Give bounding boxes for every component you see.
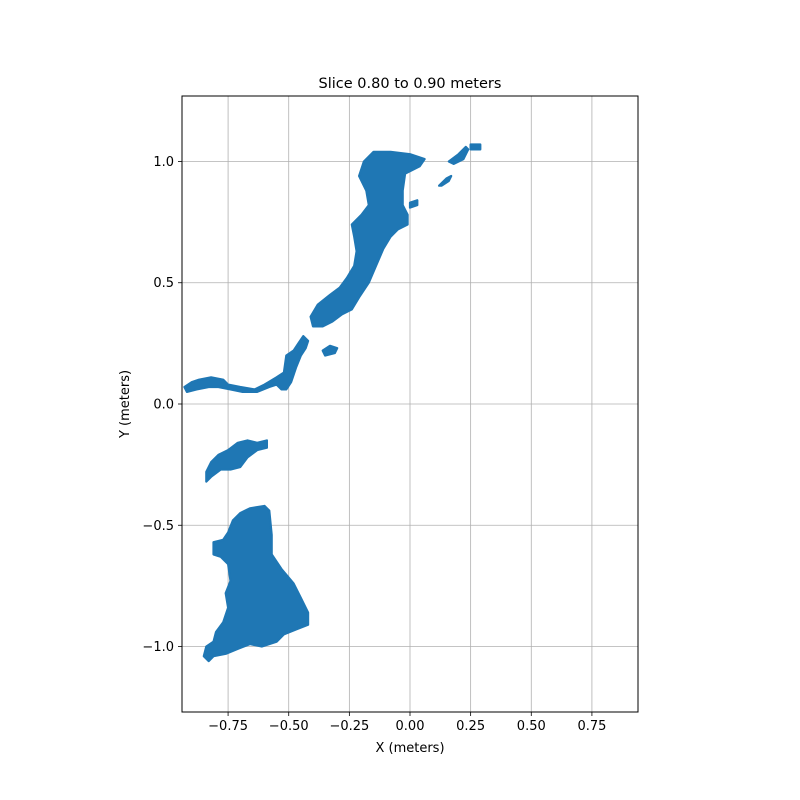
point-cloud-right-piece-1	[438, 174, 453, 187]
point-cloud-small-fleck	[408, 199, 419, 209]
point-cloud-large-lower-blob	[202, 504, 310, 663]
x-tick-label: −0.25	[329, 719, 369, 734]
y-tick-label: −1.0	[142, 640, 174, 655]
y-tick-label: 1.0	[153, 155, 174, 170]
x-tick-label: −0.50	[269, 719, 309, 734]
y-tick-label: 0.0	[153, 398, 174, 413]
chart-title: Slice 0.80 to 0.90 meters	[319, 76, 502, 92]
y-axis: −1.0 −0.5 0.0 0.5 1.0	[142, 155, 182, 655]
x-tick-label: 0.75	[577, 719, 606, 734]
point-cloud-diagonal-band	[309, 150, 426, 328]
y-tick-label: −0.5	[142, 519, 174, 534]
x-tick-label: 0.00	[396, 719, 425, 734]
x-tick-label: 0.25	[456, 719, 485, 734]
y-axis-label: Y (meters)	[118, 370, 133, 439]
y-tick-label: 0.5	[153, 276, 174, 291]
x-tick-label: −0.75	[208, 719, 248, 734]
x-axis: −0.75 −0.50 −0.25 0.00 0.25 0.50 0.75	[208, 712, 606, 734]
point-cloud-left-arm	[183, 335, 310, 393]
data-region	[183, 143, 482, 663]
x-tick-label: 0.50	[517, 719, 546, 734]
point-cloud-middle-small-blob	[205, 439, 268, 483]
x-axis-label: X (meters)	[375, 741, 444, 756]
point-cloud-right-piece-3	[469, 143, 482, 151]
point-cloud-right-piece-2	[447, 145, 470, 165]
point-cloud-mid-piece	[321, 344, 339, 357]
